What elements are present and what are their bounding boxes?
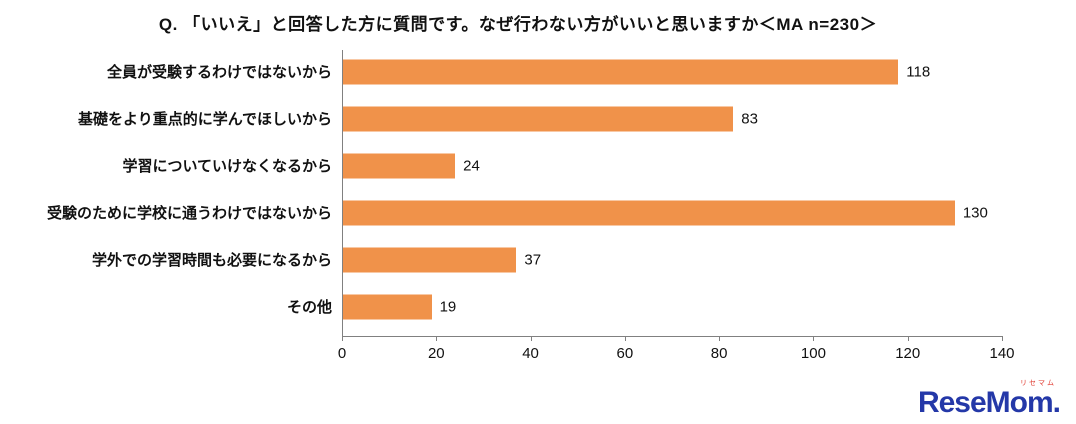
bar — [342, 106, 734, 131]
tick-mark — [813, 336, 815, 341]
tick-mark — [624, 336, 626, 341]
value-label: 24 — [463, 157, 480, 174]
tick-label: 120 — [895, 345, 921, 362]
bar — [342, 247, 517, 272]
value-label: 118 — [906, 63, 931, 80]
chart-row: 受験のために学校に通うわけではないから 130 — [0, 189, 1006, 236]
resemom-logo-katakana: リセマム — [1020, 380, 1056, 387]
bar-track: 19 — [342, 283, 1002, 330]
chart-row: その他 19 — [0, 283, 1006, 330]
bar-track: 37 — [342, 236, 1002, 283]
category-label: 受験のために学校に通うわけではないから — [46, 205, 332, 222]
value-label: 37 — [524, 251, 542, 268]
resemom-logo-text: ReseMom. — [917, 386, 1061, 419]
tick-label: 140 — [989, 345, 1015, 362]
value-label: 130 — [962, 204, 988, 221]
chart-title: Q. 「いいえ」と回答した方に質問です。なぜ行わない方がいいと思いますか＜MA … — [158, 15, 878, 34]
bar-track: 83 — [342, 95, 1002, 142]
bar — [342, 200, 955, 225]
bar — [342, 59, 899, 84]
tick-mark — [907, 336, 909, 341]
chart-row: 全員が受験するわけではないから 118 — [0, 48, 1006, 95]
tick-label: 20 — [427, 345, 445, 362]
chart-row: 基礎をより重点的に学んでほしいから 83 — [0, 95, 1006, 142]
category-label: その他 — [286, 299, 332, 316]
x-axis-ticks: 0 20 40 60 80 100 120 140 — [338, 336, 1015, 366]
tick-label: 0 — [337, 345, 347, 362]
tick-mark — [1002, 336, 1003, 341]
bar-track: 24 — [342, 142, 1002, 189]
resemom-logo: リセマム ReseMom. — [917, 380, 1061, 419]
category-label: 学外での学習時間も必要になるから — [91, 252, 332, 269]
category-label: 学習についていけなくなるから — [122, 158, 332, 175]
category-label: 全員が受験するわけではないから — [106, 64, 332, 81]
chart-rows: 全員が受験するわけではないから 118 基礎をより重点的に学んでほしいから 83 学習に… — [0, 48, 1006, 330]
chart-row: 学外での学習時間も必要になるから 37 — [0, 236, 1006, 283]
tick-label: 80 — [710, 345, 728, 362]
category-label: 基礎をより重点的に学んでほしいから — [78, 111, 332, 128]
tick-label: 60 — [616, 345, 634, 362]
bar-track: 118 — [342, 48, 1002, 95]
value-label: 19 — [439, 298, 457, 315]
tick-label: 100 — [800, 345, 826, 362]
tick-mark — [342, 336, 343, 341]
value-label: 83 — [741, 110, 758, 127]
bar — [342, 153, 456, 178]
x-axis-line — [342, 336, 1003, 337]
tick-label: 40 — [522, 345, 539, 362]
chart-row: 学習についていけなくなるから 24 — [0, 142, 1006, 189]
tick-mark — [436, 336, 438, 341]
y-axis-line — [342, 50, 343, 336]
tick-mark — [719, 336, 721, 341]
tick-mark — [530, 336, 532, 341]
bar — [342, 294, 432, 319]
bar-track: 130 — [342, 189, 1002, 236]
